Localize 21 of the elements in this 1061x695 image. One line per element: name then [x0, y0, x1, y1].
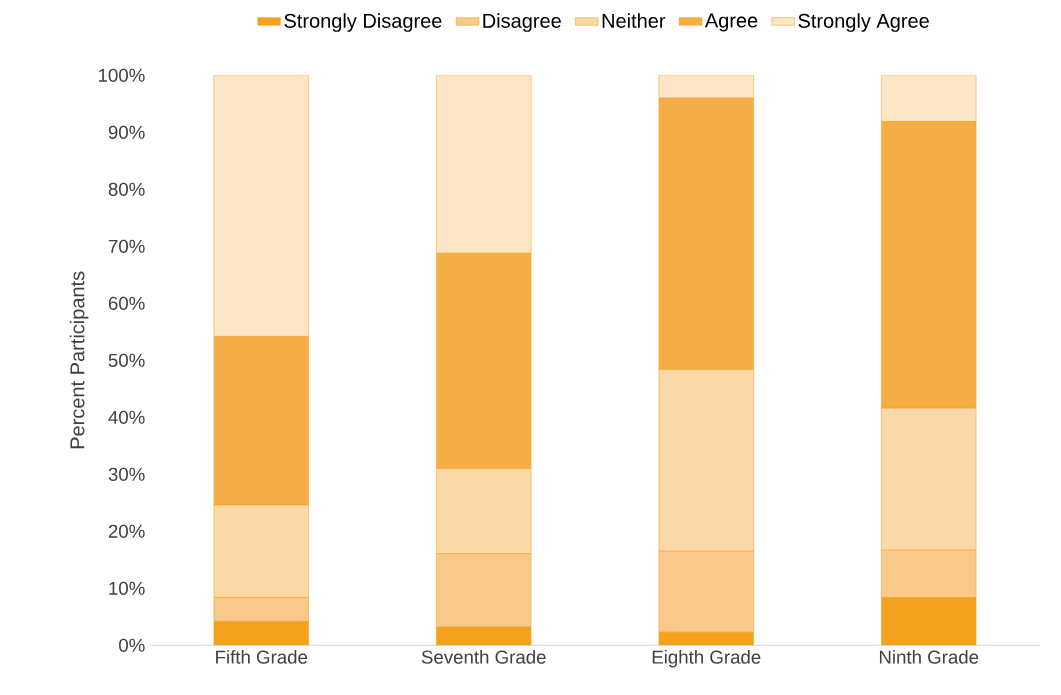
y-tick-label: 50% [108, 353, 145, 367]
x-tick-label: Seventh Grade [421, 650, 546, 664]
y-tick-label: 60% [108, 296, 145, 310]
y-axis-title: Percent Participants [69, 271, 89, 449]
y-tick-label: 10% [109, 581, 145, 595]
legend-label: Strongly Agree [798, 13, 929, 32]
x-tick-label: Ninth Grade [879, 650, 979, 664]
legend-label: Neither [602, 13, 666, 28]
y-tick-label: 80% [108, 182, 145, 196]
y-tick-label: 90% [108, 125, 145, 139]
y-tick-label: 30% [108, 467, 145, 481]
legend-label: Agree [704, 13, 758, 32]
y-tick-label: 40% [108, 410, 145, 424]
y-tick-label: 20% [108, 524, 145, 538]
x-tick-label: Fifth Grade [216, 650, 308, 664]
y-tick-label: 0% [119, 638, 145, 652]
y-tick-label: 70% [108, 239, 145, 253]
x-tick-label: Eighth Grade [652, 650, 761, 668]
legend-label: Disagree [483, 13, 561, 32]
y-tick-label: 100% [98, 68, 145, 82]
legend-label: Strongly Disagree [284, 13, 442, 32]
